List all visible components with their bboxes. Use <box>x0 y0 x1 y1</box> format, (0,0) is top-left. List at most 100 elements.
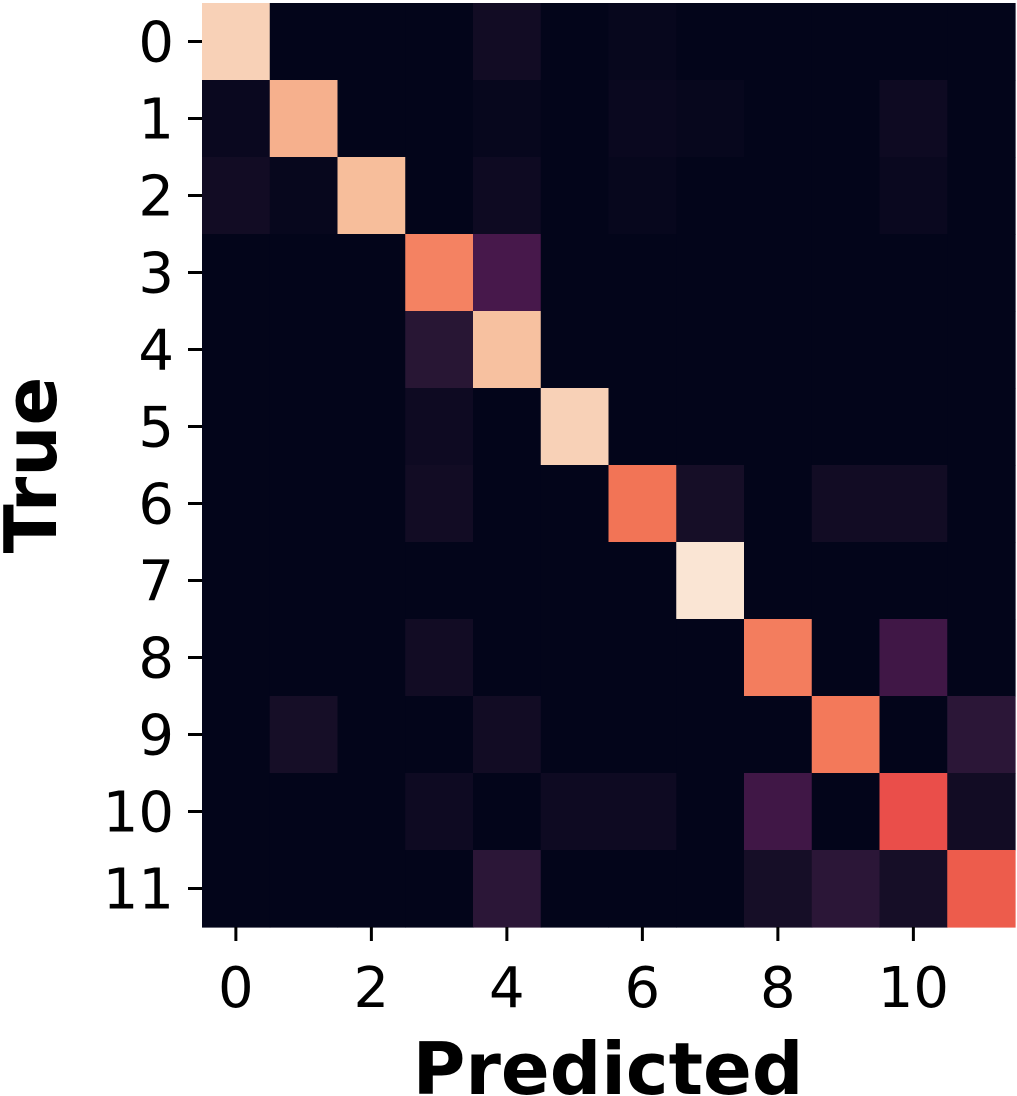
heatmap-cell <box>947 542 1016 620</box>
heatmap-cell <box>337 619 406 697</box>
heatmap-cell <box>947 234 1016 312</box>
heatmap-cell <box>540 465 610 543</box>
heatmap-cell <box>473 80 542 158</box>
heatmap-cell <box>879 157 948 235</box>
heatmap-cell <box>202 619 271 697</box>
heatmap-cell <box>202 696 271 774</box>
heatmap-cell <box>405 388 474 466</box>
heatmap-cell <box>202 311 271 389</box>
heatmap-cell <box>202 465 271 543</box>
heatmap-cell <box>744 696 813 774</box>
y-tick-label: 10 <box>103 781 174 846</box>
heatmap-cell <box>540 773 610 851</box>
x-axis-ticks: 0 2 4 6 8 10 <box>218 927 949 1021</box>
heatmap-cell <box>473 773 542 851</box>
heatmap-cell <box>608 542 677 620</box>
heatmap-cell <box>676 542 745 620</box>
heatmap-cell <box>337 773 406 851</box>
y-tick-label: 0 <box>138 11 174 76</box>
heatmap-cell <box>473 388 542 466</box>
heatmap-cell <box>269 311 339 389</box>
heatmap-cell <box>540 157 610 235</box>
heatmap-cell <box>811 850 881 928</box>
x-tick-label: 10 <box>878 956 949 1021</box>
heatmap-cell <box>947 3 1016 81</box>
x-tick-label: 0 <box>218 956 254 1021</box>
heatmap-cell <box>879 465 948 543</box>
heatmap-cell <box>405 619 474 697</box>
heatmap-cell <box>879 80 948 158</box>
y-tick-label: 5 <box>138 396 174 461</box>
heatmap-cell <box>540 311 610 389</box>
heatmap-cell <box>405 80 474 158</box>
heatmap-cell <box>947 157 1016 235</box>
heatmap-cell <box>540 234 610 312</box>
y-tick-label: 2 <box>138 165 174 230</box>
heatmap-cell <box>811 234 881 312</box>
heatmap-cell <box>405 696 474 774</box>
heatmap-cell <box>473 850 542 928</box>
heatmap-cell <box>337 542 406 620</box>
heatmap-cell <box>269 696 339 774</box>
heatmap-cell <box>676 619 745 697</box>
heatmap-cell <box>608 3 677 81</box>
heatmap-cell <box>269 3 339 81</box>
heatmap-cell <box>608 465 677 543</box>
heatmap-cell <box>947 850 1016 928</box>
heatmap-cell <box>608 619 677 697</box>
heatmap-cell <box>744 388 813 466</box>
heatmap-cell <box>269 850 339 928</box>
heatmap-cell <box>879 311 948 389</box>
heatmap-cell <box>337 850 406 928</box>
x-tick-label: 8 <box>760 956 796 1021</box>
heatmap-cell <box>269 619 339 697</box>
heatmap-cell <box>269 773 339 851</box>
heatmap-cell <box>744 157 813 235</box>
heatmap-cell <box>269 157 339 235</box>
heatmap-cell <box>337 696 406 774</box>
heatmap-cell <box>337 80 406 158</box>
heatmap-cell <box>540 619 610 697</box>
heatmap-cell <box>269 234 339 312</box>
heatmap-cell <box>473 696 542 774</box>
heatmap-cell <box>473 157 542 235</box>
heatmap-cell <box>811 619 881 697</box>
heatmap-cell <box>744 773 813 851</box>
heatmap-cell <box>540 850 610 928</box>
heatmap-cell <box>676 465 745 543</box>
heatmap-cell <box>811 696 881 774</box>
y-axis-ticks: 0 1 2 3 4 5 6 7 8 9 10 11 <box>103 11 202 923</box>
heatmap-cell <box>811 157 881 235</box>
heatmap-cell <box>202 542 271 620</box>
heatmap-cell <box>473 619 542 697</box>
y-tick-label: 11 <box>103 858 174 923</box>
heatmap-cell <box>744 850 813 928</box>
heatmap-cell <box>744 542 813 620</box>
y-tick-label: 1 <box>138 88 174 153</box>
heatmap-cell <box>473 465 542 543</box>
heatmap-cell <box>405 3 474 81</box>
heatmap-cell <box>473 311 542 389</box>
heatmap-cell <box>676 234 745 312</box>
heatmap-cell <box>608 157 677 235</box>
heatmap-cell <box>744 465 813 543</box>
heatmap-cell <box>676 3 745 81</box>
y-axis-label: True <box>0 377 73 554</box>
heatmap-cell <box>540 3 610 81</box>
y-tick-label: 6 <box>138 473 174 538</box>
heatmap-cell <box>473 3 542 81</box>
heatmap-cell <box>947 465 1016 543</box>
y-tick-label: 4 <box>138 319 174 384</box>
heatmap-cell <box>269 388 339 466</box>
heatmap-cell <box>608 850 677 928</box>
heatmap-cell <box>540 542 610 620</box>
heatmap-cell <box>608 80 677 158</box>
heatmap-cell <box>744 311 813 389</box>
heatmap-cell <box>676 157 745 235</box>
heatmap-cell <box>947 388 1016 466</box>
heatmap-cell <box>202 850 271 928</box>
heatmap-cell <box>676 388 745 466</box>
heatmap-cell <box>473 234 542 312</box>
heatmap-cell <box>744 619 813 697</box>
